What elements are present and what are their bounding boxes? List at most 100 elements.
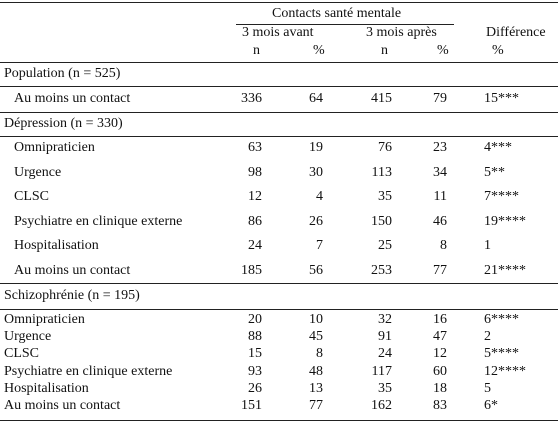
row-label: Hospitalisation (14, 238, 99, 253)
cell: 77 (433, 262, 447, 278)
cell: 24 (248, 238, 262, 253)
cell: 26 (248, 380, 262, 396)
row-label: CLSC (14, 189, 50, 204)
cell: 10 (309, 312, 323, 327)
cell: 24 (378, 346, 392, 362)
cell: 13 (309, 380, 323, 396)
cell: 7 (316, 238, 323, 253)
cell: 5** (484, 164, 505, 180)
cell: 4*** (484, 140, 512, 155)
header-before: 3 mois avant (242, 25, 314, 40)
cell: 98 (248, 164, 262, 180)
cell: 113 (371, 164, 392, 180)
cell: 5 (484, 380, 491, 396)
rule (0, 420, 558, 421)
subheader: % (313, 43, 325, 58)
row-label: Urgence (4, 329, 52, 345)
cell: 76 (378, 140, 392, 155)
row-label: Omnipraticien (4, 312, 85, 327)
cell: 4 (316, 189, 323, 204)
subheader: n (253, 43, 260, 58)
cell: 30 (309, 164, 323, 180)
cell: 20 (248, 312, 262, 327)
cell: 56 (309, 262, 323, 278)
cell: 18 (433, 380, 447, 396)
cell: 46 (433, 213, 447, 229)
section-title: Dépression (n = 330) (4, 116, 123, 131)
row-label: Au moins un contact (14, 91, 131, 106)
cell: 34 (433, 164, 447, 180)
cell: 19 (309, 140, 323, 155)
rule (0, 136, 558, 137)
cell: 25 (378, 238, 392, 253)
cell: 12**** (484, 363, 526, 379)
cell: 47 (433, 329, 447, 345)
section-title: Schizophrénie (n = 195) (4, 288, 140, 303)
cell: 91 (378, 329, 392, 345)
cell: 6**** (484, 312, 519, 327)
cell: 415 (371, 91, 392, 106)
cell: 32 (378, 312, 392, 327)
section-title: Population (n = 525) (4, 66, 121, 81)
cell: 64 (309, 91, 323, 106)
cell: 63 (248, 140, 262, 155)
cell: 86 (248, 213, 262, 229)
cell: 48 (309, 363, 323, 379)
cell: 16 (433, 312, 447, 327)
cell: 88 (248, 329, 262, 345)
cell: 6* (484, 398, 498, 413)
cell: 83 (433, 398, 447, 413)
cell: 117 (371, 363, 392, 379)
cell: 23 (433, 140, 447, 155)
cell: 2 (484, 329, 491, 345)
cell: 79 (433, 91, 447, 106)
cell: 21**** (484, 262, 526, 278)
subheader: n (381, 43, 388, 58)
rule (0, 86, 558, 87)
cell: 77 (309, 398, 323, 413)
cell: 45 (309, 329, 323, 345)
rule (0, 309, 558, 310)
cell: 7**** (484, 189, 519, 204)
header-after: 3 mois après (366, 25, 437, 40)
row-label: Hospitalisation (4, 380, 89, 396)
row-label: CLSC (4, 346, 40, 362)
cell: 5**** (484, 346, 519, 362)
subheader: % (437, 43, 449, 58)
cell: 151 (241, 398, 262, 413)
cell: 26 (309, 213, 323, 229)
cell: 35 (378, 380, 392, 396)
cell: 35 (378, 189, 392, 204)
cell: 19**** (484, 213, 526, 229)
cell: 8 (440, 238, 447, 253)
cell: 185 (241, 262, 262, 278)
row-label: Psychiatre en clinique externe (4, 363, 173, 379)
cell: 162 (371, 398, 392, 413)
cell: 60 (433, 363, 447, 379)
row-label: Psychiatre en clinique externe (14, 213, 183, 229)
cell: 15 (248, 346, 262, 362)
cell: 336 (241, 91, 262, 106)
cell: 15*** (484, 91, 519, 106)
rule (0, 62, 558, 63)
header-title: Contacts santé mentale (272, 6, 402, 21)
row-label: Omnipraticien (14, 140, 95, 155)
row-label: Urgence (14, 164, 62, 180)
cell: 12 (433, 346, 447, 362)
cell: 1 (484, 238, 491, 253)
cell: 12 (248, 189, 262, 204)
rule (236, 24, 454, 25)
cell: 8 (316, 346, 323, 362)
cell: 11 (433, 189, 447, 204)
cell: 150 (371, 213, 392, 229)
rule (0, 112, 558, 113)
rule (0, 283, 558, 284)
subheader: % (492, 43, 504, 58)
row-label: Au moins un contact (14, 262, 131, 278)
cell: 253 (371, 262, 392, 278)
rule (0, 2, 558, 3)
row-label: Au moins un contact (4, 398, 121, 413)
cell: 93 (248, 363, 262, 379)
header-difference: Différence (486, 25, 546, 40)
